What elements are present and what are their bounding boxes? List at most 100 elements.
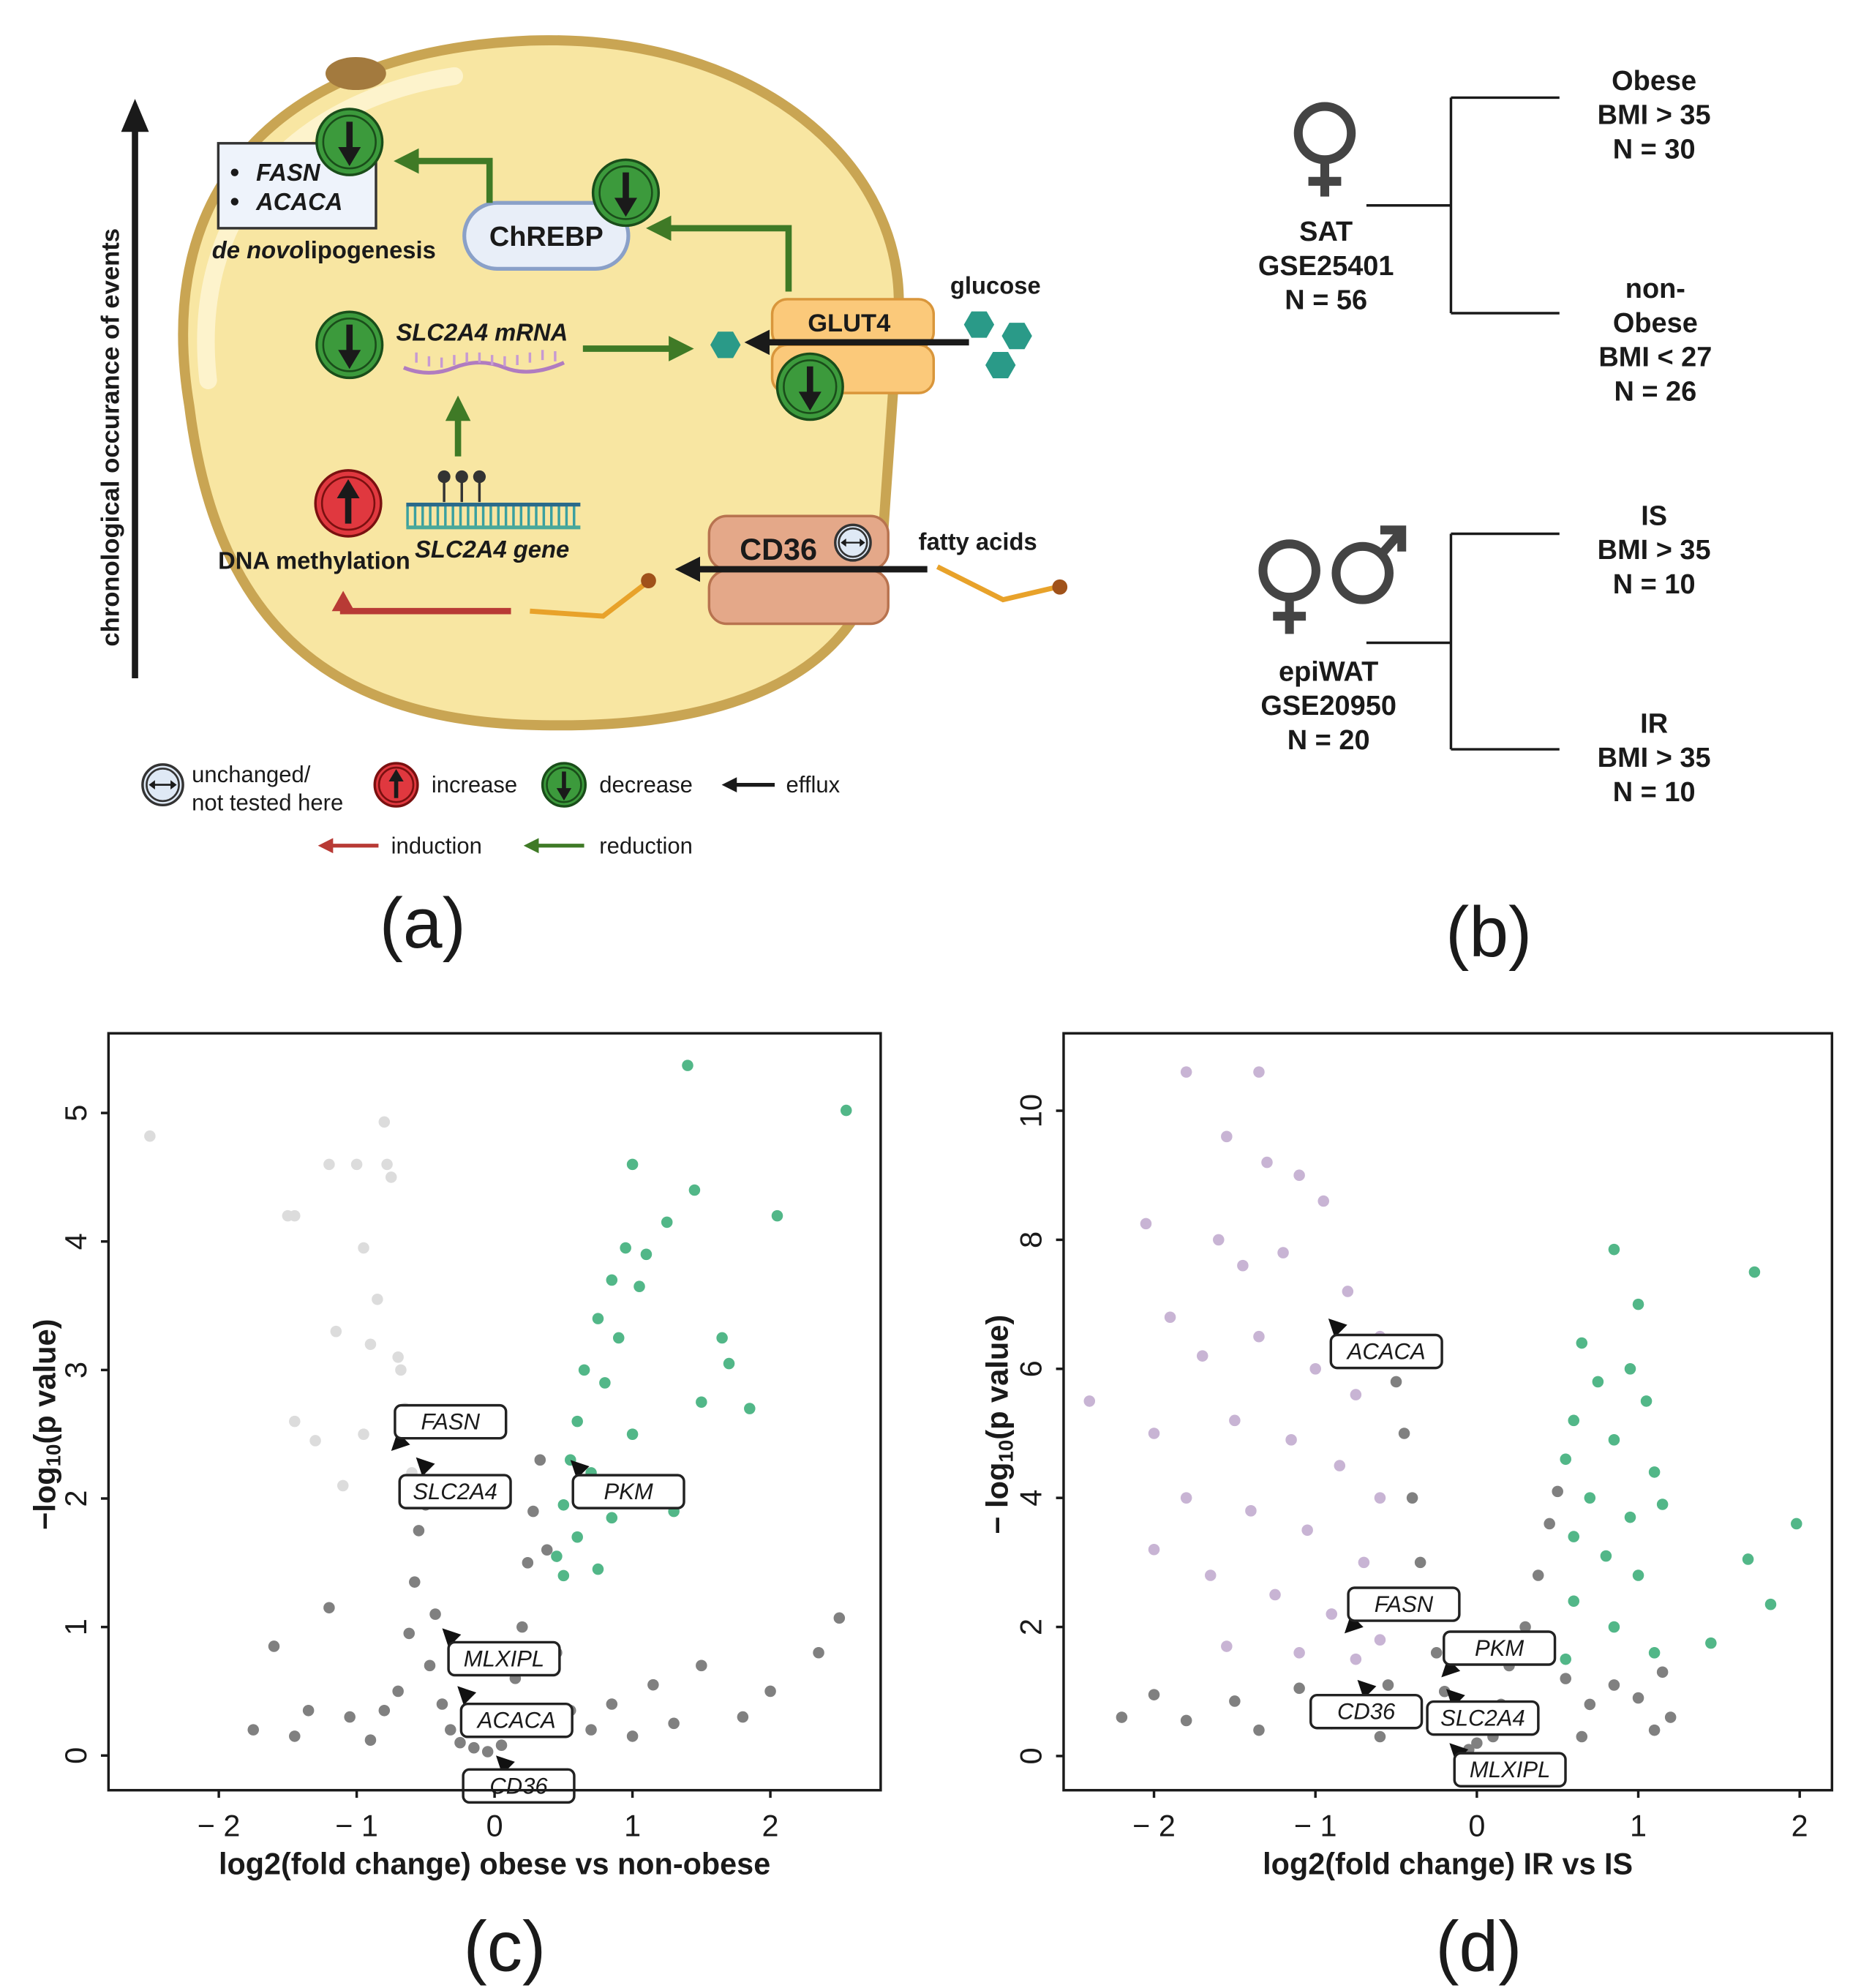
data-point [1253,1724,1265,1736]
data-point [1309,1363,1321,1375]
methyl-group [437,470,451,484]
data-point [1253,1066,1265,1078]
data-point [1608,1679,1620,1691]
chrebp-label: ChREBP [489,222,604,252]
cohort-label: N = 56 [1285,285,1367,316]
data-point [1705,1637,1717,1649]
data-point [1438,1685,1451,1698]
x-tick-label: 0 [1468,1809,1485,1843]
data-point [1285,1434,1297,1446]
gene-label: SLC2A4 gene [415,536,569,563]
mrna-label: SLC2A4 mRNA [396,318,568,345]
data-point [495,1739,508,1752]
group-label: Obese [1613,308,1698,339]
methyl-group [455,470,468,484]
status-icon-ring [598,165,653,220]
y-tick-label: 4 [1014,1490,1048,1507]
data-point [378,1704,391,1717]
data-point [454,1736,466,1749]
data-point [1632,1298,1644,1310]
data-point [541,1544,553,1556]
data-point [1406,1492,1418,1504]
data-point [409,1576,421,1588]
glucose-label: glucose [950,271,1041,299]
y-axis-label: − log10(p value) [980,1315,1017,1534]
data-point [522,1557,534,1569]
group-label: BMI > 35 [1598,535,1711,566]
data-point [1519,1621,1531,1633]
data-point [1382,1679,1394,1691]
x-axis-label: log2(fold change) obese vs non-obese [219,1847,770,1881]
icon-arrowhead [841,539,846,547]
icon-arrowhead [860,539,865,547]
bullet [230,198,238,206]
data-point [289,1415,301,1428]
annotation-box [398,1474,512,1509]
data-point [1568,1531,1580,1542]
lipogenesis-label: lipogenesis [304,236,436,263]
annotation-box [459,1702,574,1738]
x-axis-label: log2(fold change) IR vs IS [1263,1847,1633,1881]
data-point [1196,1350,1208,1362]
status-icon-ring [377,766,415,803]
y-axis-label-rest: (p value) [980,1315,1014,1440]
data-point [1552,1485,1563,1498]
data-point [1584,1698,1596,1711]
legend-label: induction [391,833,482,858]
mrna-ticks [415,350,557,368]
data-point [688,1184,701,1196]
annotation-pointer [1328,1319,1347,1338]
group-label: N = 10 [1613,777,1696,808]
annotation-pointer [416,1457,435,1477]
icon-arrowhead [388,769,404,782]
data-point [668,1717,680,1730]
annotation-label: MLXIPL [464,1646,544,1671]
data-point [1358,1556,1370,1569]
y-tick-label: 1 [59,1618,93,1635]
status-icon-ring [838,527,868,558]
data-point [1414,1556,1426,1569]
cd36-label: CD36 [740,532,817,566]
data-point [289,1730,301,1742]
y-axis-label-main: − log [980,1463,1014,1534]
data-point [1532,1569,1544,1581]
data-point [1229,1414,1241,1427]
data-point [1148,1428,1160,1439]
data-point [403,1627,415,1640]
y-tick-label: 0 [1014,1747,1048,1764]
data-point [571,1531,583,1543]
data-point [620,1242,631,1254]
data-point [1560,1653,1571,1665]
data-point [436,1698,448,1710]
data-point [1608,1243,1620,1256]
legend-label: increase [432,772,517,798]
annotation-label: CD36 [489,1773,548,1798]
status-icon-ring [320,476,376,531]
data-point [1374,1730,1386,1743]
mrna [402,361,565,375]
legend-label: not tested here [192,789,343,815]
data-point [1293,1169,1305,1182]
data-point [682,1059,693,1071]
gene-name: FASN [256,159,321,186]
data-point [350,1158,363,1171]
panel-label: (a) [380,883,466,963]
nucleus [325,56,386,91]
vertical-axis-label: chronological occurance of events [97,228,125,647]
data-point [1584,1492,1596,1504]
data-point [606,1698,618,1710]
data-point [309,1435,321,1447]
data-point [445,1724,456,1736]
data-point [1221,1640,1233,1652]
annotation-box [1309,1693,1424,1730]
data-point [1560,1453,1571,1466]
data-point [1180,1714,1192,1727]
x-tick-label: 1 [624,1809,641,1843]
data-point [723,1357,735,1370]
x-tick-label: − 2 [1132,1809,1176,1843]
group-label: BMI > 35 [1598,100,1711,131]
data-point [840,1104,852,1117]
data-point [1229,1695,1241,1707]
data-point [599,1377,611,1389]
data-point [557,1569,570,1582]
